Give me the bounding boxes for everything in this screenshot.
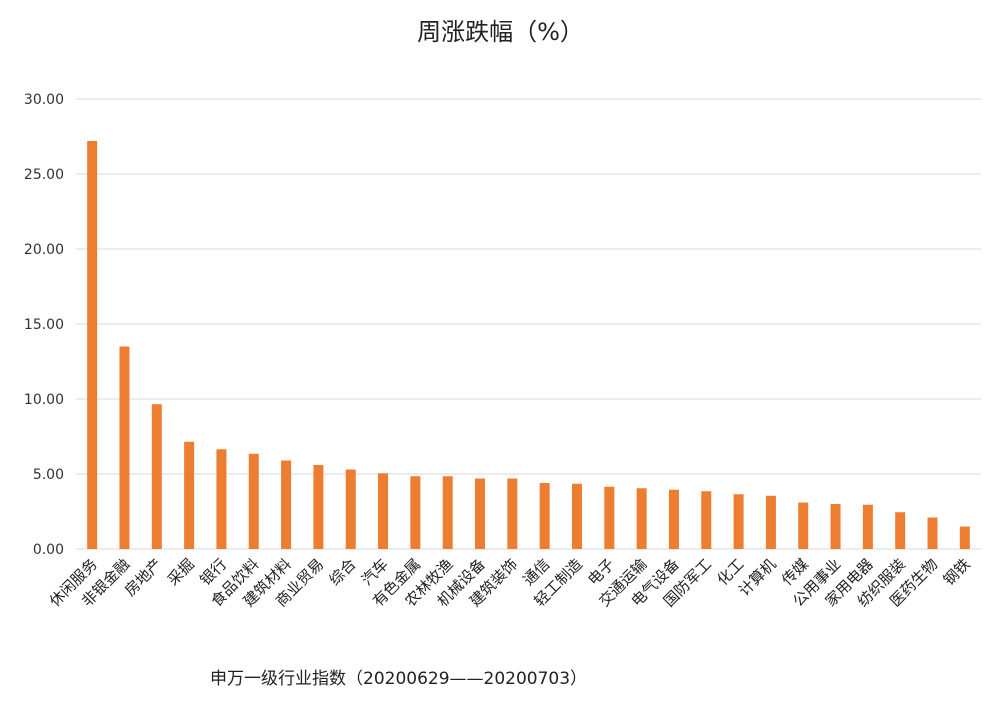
y-tick-label: 15.00: [24, 317, 64, 333]
bar-8: [345, 469, 356, 549]
y-tick-label: 5.00: [33, 467, 64, 483]
bar-26: [927, 517, 938, 549]
bar-21: [765, 495, 776, 549]
x-category-label: 钢铁: [940, 555, 974, 589]
y-tick-label: 10.00: [24, 392, 64, 408]
bar-5: [248, 453, 259, 549]
gridlines: [76, 98, 981, 550]
bar-7: [313, 465, 324, 549]
bar-16: [604, 486, 615, 549]
bar-23: [830, 504, 841, 549]
bar-3: [184, 441, 195, 549]
bar-20: [733, 494, 744, 549]
x-category-label: 计算机: [735, 555, 780, 600]
bar-12: [475, 478, 486, 549]
y-tick-label: 20.00: [24, 242, 64, 258]
y-axis-ticks: 0.00 5.00 10.00 15.00 20.00 25.00 30.00: [24, 92, 64, 558]
bar-18: [668, 489, 679, 549]
y-tick-label: 25.00: [24, 167, 64, 183]
bar-0: [87, 141, 98, 549]
x-category-label: 采掘: [164, 555, 198, 589]
bar-22: [798, 502, 809, 549]
bar-11: [442, 476, 453, 549]
y-tick-label: 0.00: [33, 542, 64, 558]
y-tick-label: 30.00: [24, 92, 64, 108]
bar-1: [119, 346, 130, 549]
bar-9: [378, 473, 389, 549]
chart-subtitle: 申万一级行业指数（20200629——20200703）: [210, 669, 588, 689]
bar-6: [281, 460, 292, 549]
x-axis-labels: 休闲服务非银金融房地产采掘银行食品饮料建筑材料商业贸易综合汽车有色金属农林牧渔机…: [46, 555, 974, 610]
bar-14: [539, 483, 550, 549]
bar-4: [216, 449, 227, 549]
x-category-label: 综合: [326, 555, 360, 589]
x-category-label: 房地产: [121, 555, 166, 600]
bar-24: [862, 504, 873, 549]
bar-10: [410, 476, 421, 549]
bars: [87, 141, 970, 549]
bar-15: [571, 483, 582, 549]
bar-27: [959, 526, 970, 549]
bar-19: [701, 491, 712, 549]
bar-17: [636, 488, 647, 549]
bar-13: [507, 478, 518, 549]
bar-2: [151, 404, 162, 549]
chart-title: 周涨跌幅（%）: [417, 18, 584, 46]
bar-25: [895, 512, 906, 549]
